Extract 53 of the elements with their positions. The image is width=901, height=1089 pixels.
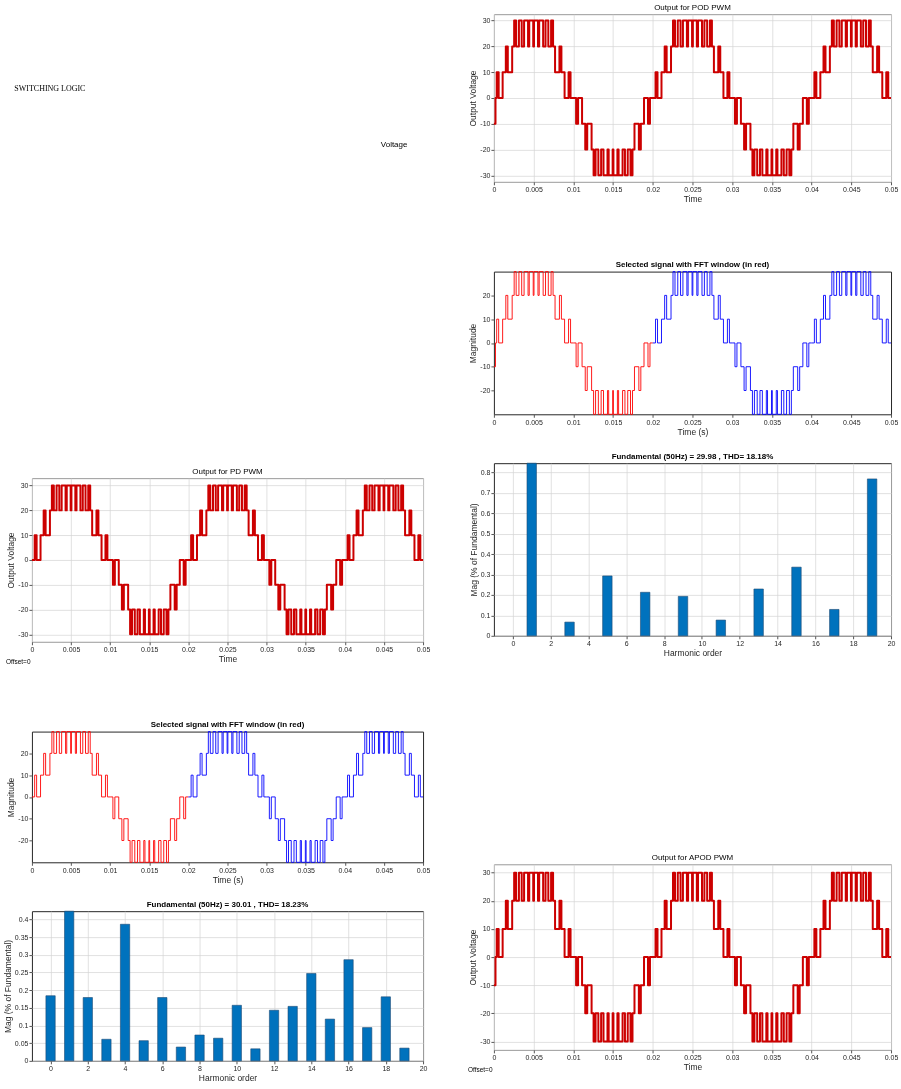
- bar: [194, 1034, 205, 1062]
- y-axis-title: Output Voltage: [6, 532, 17, 589]
- bar: [867, 478, 878, 637]
- bar: [677, 596, 689, 637]
- bar: [602, 575, 613, 637]
- bar: [157, 997, 168, 1062]
- chart-title: Output for POD PWM: [654, 3, 731, 13]
- x-axis-title: Harmonic order: [663, 648, 723, 659]
- x-axis-title: Time: [218, 654, 238, 665]
- x-axis-title: Harmonic order: [198, 1073, 258, 1084]
- chart-title: Selected signal with FFT window (in red): [615, 260, 770, 270]
- x-axis-title: Time (s): [212, 874, 244, 885]
- chart-title: Output for PD PWM: [192, 467, 263, 477]
- y-axis-title: Mag (% of Fundamental): [2, 939, 13, 1034]
- chart-title: Fundamental (50Hz) = 29.98 , THD= 18.18%: [611, 451, 774, 461]
- y-axis-title: Mag (% of Fundamental): [468, 503, 479, 597]
- bar: [213, 1037, 224, 1062]
- x-axis-title: Time (s): [677, 426, 709, 437]
- chart-title: Output for APOD PWM: [651, 853, 734, 863]
- bar: [343, 959, 354, 1062]
- bar: [564, 621, 575, 637]
- bar: [362, 1027, 373, 1062]
- y-axis-title: Magnitude: [6, 777, 17, 818]
- bar: [250, 1048, 261, 1062]
- bar: [715, 619, 726, 637]
- x-axis-title: Time: [683, 194, 703, 205]
- bar: [138, 1040, 149, 1062]
- bar: [120, 923, 131, 1062]
- bar: [791, 566, 802, 637]
- bar: [45, 995, 56, 1062]
- bar: [82, 997, 93, 1062]
- bar: [829, 609, 840, 637]
- bar: [175, 1046, 186, 1062]
- chart-title: Selected signal with FFT window (in red): [150, 720, 305, 730]
- bar: [231, 1005, 242, 1062]
- x-axis-title: Time: [683, 1062, 703, 1073]
- bar: [526, 462, 537, 637]
- bar: [399, 1047, 410, 1062]
- y-axis-title: Output Voltage: [468, 70, 479, 127]
- bar: [640, 591, 651, 637]
- bar: [380, 996, 391, 1062]
- text: Voltage: [380, 139, 408, 149]
- chart-title: Fundamental (50Hz) = 30.01 , THD= 18.23%: [146, 899, 309, 909]
- bar: [64, 910, 75, 1062]
- text: SWITCHING LOGIC: [14, 84, 86, 93]
- bar: [101, 1038, 112, 1062]
- bar: [269, 1009, 280, 1062]
- bar: [753, 588, 764, 637]
- bar: [287, 1006, 298, 1062]
- y-axis-title: Output Voltage: [468, 929, 479, 986]
- bar: [324, 1018, 335, 1062]
- bar: [306, 973, 317, 1062]
- y-axis-title: Magnitude: [468, 323, 479, 364]
